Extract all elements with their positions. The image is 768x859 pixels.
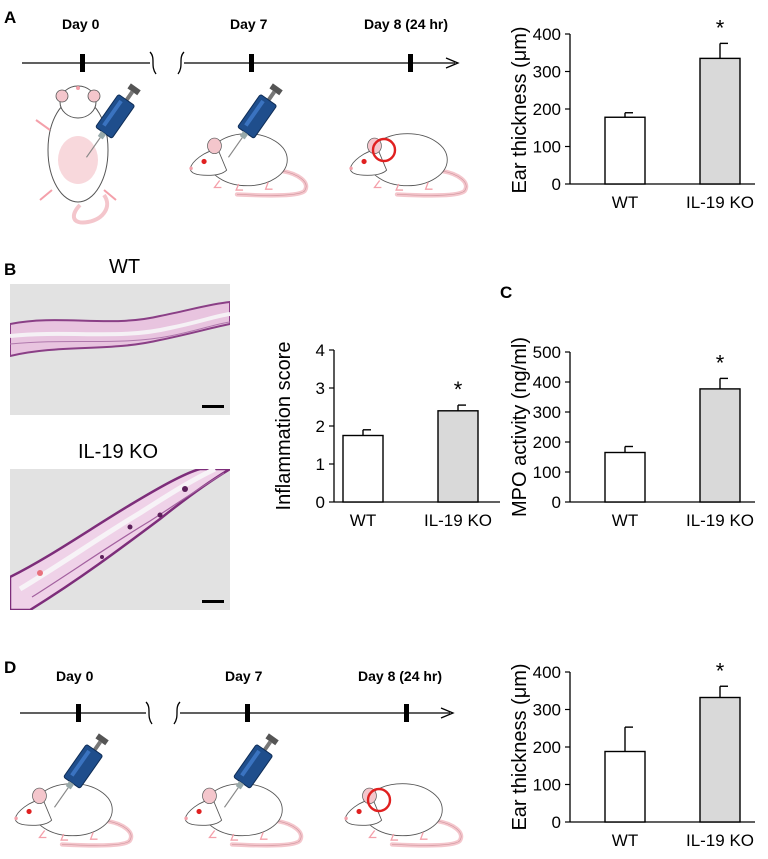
y-tick-label: 400 (533, 25, 561, 44)
x-category-label: IL-19 KO (686, 831, 754, 850)
mouse-icon-a2 (189, 134, 306, 196)
timeline-d-day7-label: Day 7 (225, 668, 263, 684)
timeline-d-day0-label: Day 0 (56, 668, 94, 684)
bar-il-19-ko (699, 696, 741, 823)
bar-wt (342, 434, 384, 503)
y-axis-title: Ear thickness (μm) (509, 26, 531, 193)
tick-day8-d (404, 704, 409, 722)
y-tick-label: 100 (533, 138, 561, 157)
scale-bar-ko (202, 600, 224, 603)
y-tick-label: 100 (533, 463, 561, 482)
bar-il-19-ko (699, 57, 741, 185)
significance-star: * (454, 377, 463, 402)
significance-star: * (716, 15, 725, 40)
y-tick-label: 300 (533, 403, 561, 422)
y-axis-title: MPO activity (ng/ml) (509, 337, 531, 517)
histology-title-ko: IL-19 KO (78, 441, 159, 463)
x-category-label: WT (612, 511, 638, 530)
y-axis-title: Inflammation score (273, 342, 295, 511)
panel-label-b: B (4, 260, 17, 279)
bar-wt (604, 750, 646, 823)
y-tick-label: 400 (533, 373, 561, 392)
mouse-icon-a3 (349, 134, 466, 196)
scale-bar-wt (202, 405, 224, 408)
mouse-icon-d3 (344, 784, 461, 846)
y-axis-title: Ear thickness (μm) (509, 663, 531, 830)
mouse-icon-d2 (184, 784, 301, 846)
x-category-label: WT (612, 193, 638, 212)
panel-label-c: C (500, 283, 513, 302)
ear-mark-icon-d (366, 787, 392, 813)
significance-star: * (716, 350, 725, 375)
mouse-icon-d1 (14, 784, 131, 846)
timeline-a-day0-label: Day 0 (62, 16, 100, 32)
supine-mouse-illustration (35, 85, 121, 225)
y-tick-label: 4 (316, 341, 325, 360)
tick-day7 (249, 54, 254, 72)
timeline-a-day7-label: Day 7 (230, 16, 268, 32)
x-category-label: IL-19 KO (686, 193, 754, 212)
y-tick-label: 2 (316, 417, 325, 436)
x-category-label: IL-19 KO (424, 511, 492, 530)
y-tick-label: 200 (533, 738, 561, 757)
y-tick-label: 1 (316, 455, 325, 474)
y-tick-label: 0 (552, 493, 561, 512)
ear-mark-icon-a (371, 137, 397, 163)
chart-inflammation-score-b: 0 1 2 3 4 Inflammation score WT IL-19 KO * (273, 341, 500, 530)
histology-image-ko (10, 469, 230, 610)
panel-label-d: D (4, 658, 17, 677)
y-tick-label: 300 (533, 701, 561, 720)
tick-day8 (408, 54, 413, 72)
y-tick-label: 0 (552, 175, 561, 194)
histology-title-wt: WT (109, 256, 141, 278)
tick-day0 (80, 54, 85, 72)
tick-day0-d (76, 704, 81, 722)
x-category-label: WT (612, 831, 638, 850)
x-category-label: IL-19 KO (686, 511, 754, 530)
protocol-diagram-d (0, 701, 480, 859)
protocol-diagram-a (22, 51, 480, 225)
y-tick-label: 500 (533, 343, 561, 362)
bar-il-19-ko (437, 410, 479, 503)
bar-wt (604, 451, 646, 503)
y-tick-label: 0 (316, 493, 325, 512)
y-tick-label: 200 (533, 433, 561, 452)
histology-image-wt (10, 284, 230, 415)
panel-label-a: A (4, 8, 17, 27)
tick-day7-d (245, 704, 250, 722)
timeline-d-day8-label: Day 8 (24 hr) (358, 668, 443, 684)
y-tick-label: 0 (552, 813, 561, 832)
x-category-label: WT (350, 511, 376, 530)
y-tick-label: 400 (533, 663, 561, 682)
histology-section-ko (10, 469, 230, 610)
y-tick-label: 100 (533, 776, 561, 795)
bar-wt (604, 116, 646, 185)
timeline-axis-a (22, 51, 460, 75)
y-tick-label: 200 (533, 100, 561, 119)
significance-star: * (716, 658, 725, 683)
bar-il-19-ko (699, 388, 741, 503)
timeline-a-day8-label: Day 8 (24 hr) (364, 16, 449, 32)
timeline-axis-d (20, 701, 455, 725)
y-tick-label: 300 (533, 63, 561, 82)
y-tick-label: 3 (316, 379, 325, 398)
histology-section-wt (10, 300, 230, 358)
